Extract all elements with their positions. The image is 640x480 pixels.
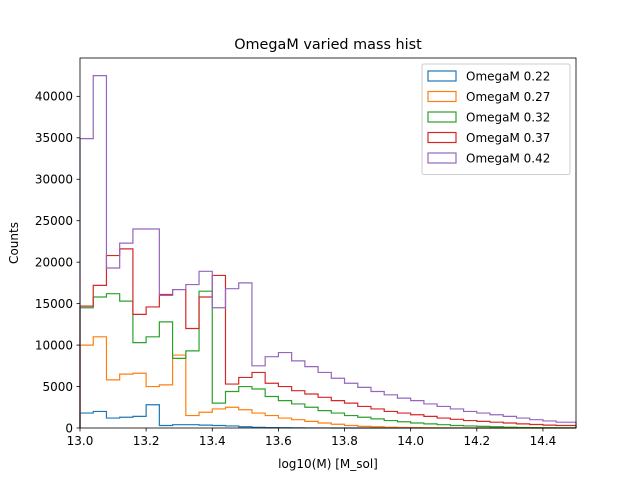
y-tick-label: 40000 xyxy=(35,90,73,104)
legend-swatch xyxy=(427,90,457,103)
x-tick-label: 13.2 xyxy=(133,434,160,448)
chart-title: OmegaM varied mass hist xyxy=(234,37,422,53)
x-axis-label: log10(M) [M_sol] xyxy=(278,457,378,471)
y-tick-label: 10000 xyxy=(35,338,73,352)
legend: OmegaM 0.22 OmegaM 0.27 OmegaM 0.32 OmegaM … xyxy=(421,63,571,175)
histogram-series-3 xyxy=(79,290,577,429)
x-tick-label: 13.6 xyxy=(265,434,292,448)
x-tick-label: 14.0 xyxy=(397,434,424,448)
x-tick-label: 13.8 xyxy=(331,434,358,448)
plot-frame xyxy=(79,57,577,429)
legend-label: OmegaM 0.32 xyxy=(466,110,550,124)
legend-swatch xyxy=(427,70,457,82)
legend-swatch xyxy=(427,131,457,144)
y-axis-label: Counts xyxy=(7,222,21,264)
y-tick-label: 0 xyxy=(65,421,73,435)
y-tick-label: 5000 xyxy=(42,380,73,394)
x-tick-label: 13.0 xyxy=(67,434,94,448)
x-tick-label: 14.2 xyxy=(463,434,490,448)
legend-swatch xyxy=(427,152,457,164)
y-tick-label: 30000 xyxy=(35,173,73,187)
x-axis-ticks: 13.0 13.2 13.4 13.6 13.8 14.0 14.2 14.4 xyxy=(67,428,557,448)
legend-label: OmegaM 0.22 xyxy=(466,69,550,83)
y-tick-label: 25000 xyxy=(35,214,73,228)
x-tick-label: 14.4 xyxy=(530,434,557,448)
legend-label: OmegaM 0.37 xyxy=(466,131,550,145)
legend-box xyxy=(421,63,571,175)
histogram-series-4 xyxy=(79,248,577,428)
histogram-series-5 xyxy=(79,75,577,428)
y-tick-label: 35000 xyxy=(35,131,73,145)
y-tick-label: 20000 xyxy=(35,255,73,269)
legend-label: OmegaM 0.42 xyxy=(466,151,550,165)
y-axis-ticks: 0 5000 10000 15000 20000 25000 30000 35000 40000 xyxy=(35,90,80,435)
legend-swatch xyxy=(427,111,457,123)
y-tick-label: 15000 xyxy=(35,297,73,311)
x-tick-label: 13.4 xyxy=(199,434,226,448)
legend-label: OmegaM 0.27 xyxy=(466,90,550,104)
